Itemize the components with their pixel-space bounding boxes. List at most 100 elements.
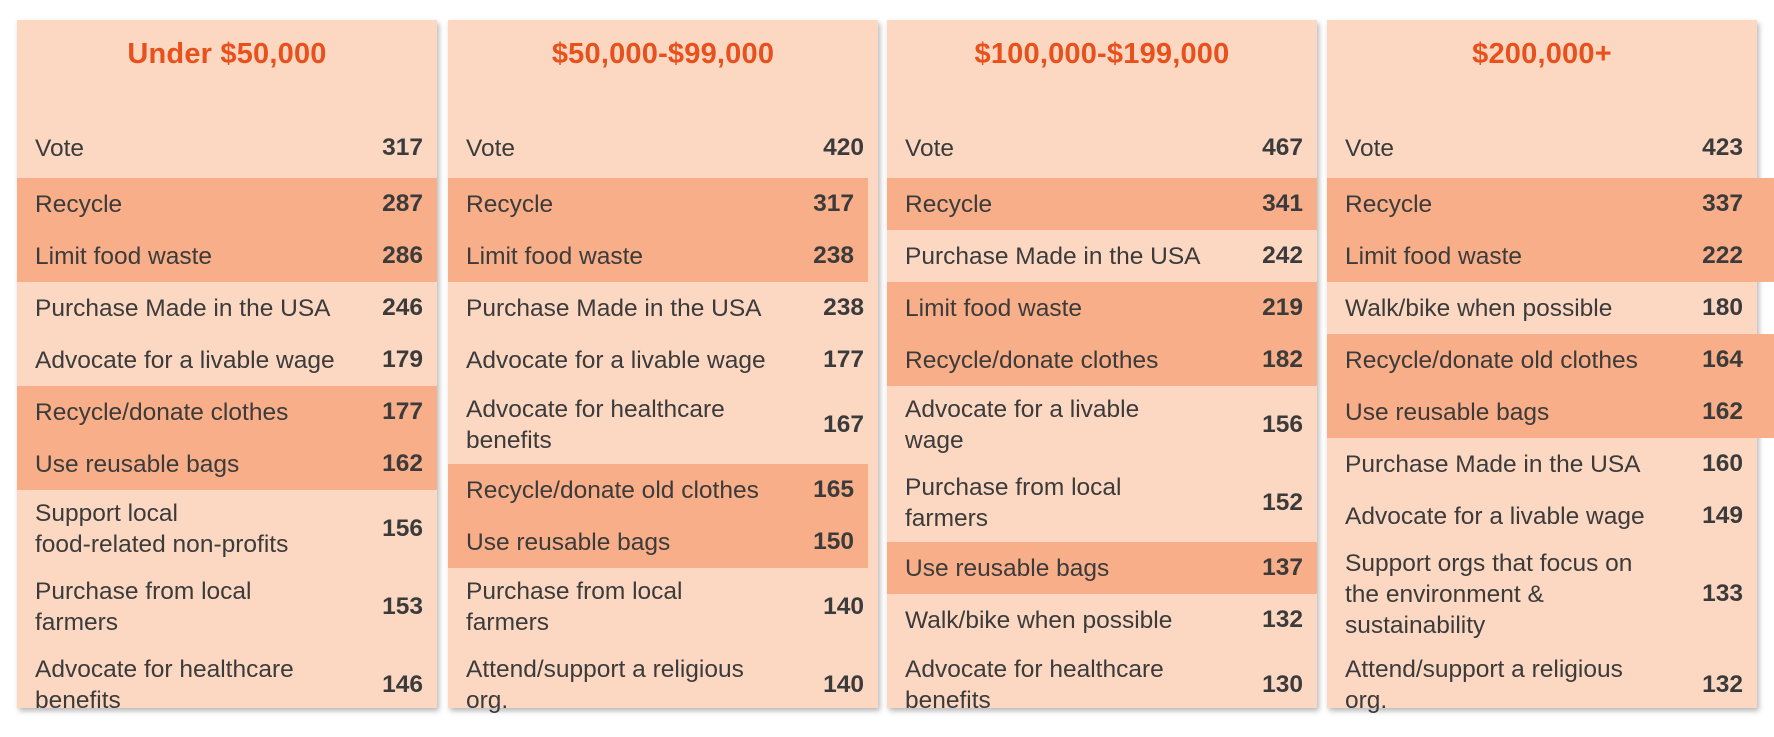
row-value: 156	[382, 515, 423, 542]
row-label: Limit food waste	[1345, 242, 1523, 270]
row-label: Recycle	[1345, 190, 1433, 218]
row-value: 179	[382, 346, 423, 373]
row-label: Use reusable bags	[35, 450, 240, 478]
row-value: 286	[382, 242, 423, 269]
table-row: Use reusable bags 137	[887, 542, 1317, 594]
row-label: Use reusable bags	[466, 528, 671, 556]
table-row: Recycle 337	[1327, 178, 1774, 230]
table-row: Attend/support a religious org. 132	[1327, 646, 1757, 724]
row-label: Support local food-related non-profits	[35, 500, 289, 558]
table-row: Advocate for a livable wage 156	[887, 386, 1317, 464]
row-value: 152	[1262, 489, 1303, 516]
table-row: Limit food waste 238	[448, 230, 868, 282]
income-panel-2: $50,000-$99,000 Vote 420 Recycle 317 Limit fo…	[448, 20, 878, 714]
row-label: Purchase from local farmers	[466, 578, 683, 636]
row-label: Recycle	[466, 190, 554, 218]
row-value: 341	[1262, 190, 1303, 217]
table-row: Advocate for healthcare benefits 146	[17, 646, 437, 724]
row-label: Walk/bike when possible	[905, 606, 1173, 634]
income-panel-4: $200,000+ Vote 423 Recycle 337 Limit food was…	[1327, 20, 1774, 714]
row-value: 420	[823, 134, 864, 161]
table-row: Recycle 341	[887, 178, 1317, 230]
row-value: 317	[813, 190, 854, 217]
row-label: Limit food waste	[905, 294, 1083, 322]
panel-title: $50,000-$99,000	[551, 38, 775, 70]
table-row: Recycle/donate old clothes 164	[1327, 334, 1774, 386]
row-label: Advocate for healthcare benefits	[466, 396, 725, 454]
row-label: Advocate for healthcare benefits	[35, 656, 294, 714]
table-row: Advocate for healthcare benefits 130	[887, 646, 1317, 724]
table-row: Purchase Made in the USA 238	[448, 282, 878, 334]
row-label: Use reusable bags	[905, 554, 1110, 582]
row-value: 162	[382, 450, 423, 477]
table-row: Recycle 287	[17, 178, 437, 230]
row-value: 132	[1262, 606, 1303, 633]
table-row: Advocate for a livable wage 177	[448, 334, 878, 386]
row-value: 160	[1702, 450, 1743, 477]
table-row: Support local food-related non-profits 15…	[17, 490, 437, 568]
row-value: 467	[1262, 134, 1303, 161]
row-label: Attend/support a religious org.	[1345, 656, 1623, 714]
row-value: 130	[1262, 671, 1303, 698]
table-row: Use reusable bags 150	[448, 516, 868, 568]
row-value: 177	[823, 346, 864, 373]
row-value: 150	[813, 528, 854, 555]
table-row: Use reusable bags 162	[17, 438, 437, 490]
row-value: 180	[1702, 294, 1743, 321]
table-row: Advocate for healthcare benefits 167	[448, 386, 878, 464]
table-row: Vote 420	[448, 118, 878, 178]
table-row: Purchase from local farmers 152	[887, 464, 1317, 542]
row-value: 219	[1262, 294, 1303, 321]
row-label: Recycle/donate clothes	[905, 346, 1159, 374]
row-value: 177	[382, 398, 423, 425]
row-value: 337	[1702, 190, 1743, 217]
row-label: Recycle	[35, 190, 123, 218]
table-row: Purchase Made in the USA 242	[887, 230, 1317, 282]
row-label: Purchase Made in the USA	[1345, 450, 1641, 478]
income-panel-1: Under $50,000 Vote 317 Recycle 287 Limit food…	[17, 20, 437, 714]
table-row: Vote 423	[1327, 118, 1757, 178]
table-row: Recycle/donate clothes 182	[887, 334, 1317, 386]
row-label: Vote	[1345, 134, 1395, 162]
row-value: 222	[1702, 242, 1743, 269]
table-row: Walk/bike when possible 132	[887, 594, 1317, 646]
row-value: 140	[823, 593, 864, 620]
row-value: 153	[382, 593, 423, 620]
row-label: Purchase Made in the USA	[905, 242, 1201, 270]
table-row: Walk/bike when possible 180	[1327, 282, 1757, 334]
row-label: Limit food waste	[466, 242, 644, 270]
row-label: Support orgs that focus on the environme…	[1345, 549, 1633, 639]
row-label: Attend/support a religious org.	[466, 656, 744, 714]
table-row: Recycle/donate old clothes 165	[448, 464, 868, 516]
row-value: 146	[382, 671, 423, 698]
row-value: 167	[823, 411, 864, 438]
row-label: Recycle/donate old clothes	[466, 476, 759, 504]
table-row: Advocate for a livable wage 149	[1327, 490, 1757, 542]
row-label: Walk/bike when possible	[1345, 294, 1613, 322]
row-label: Vote	[35, 134, 85, 162]
table-row: Limit food waste 219	[887, 282, 1317, 334]
row-value: 132	[1702, 671, 1743, 698]
row-label: Limit food waste	[35, 242, 213, 270]
row-label: Advocate for a livable wage	[905, 396, 1140, 454]
row-label: Recycle/donate clothes	[35, 398, 289, 426]
row-value: 149	[1702, 502, 1743, 529]
table-row: Recycle 317	[448, 178, 868, 230]
row-label: Advocate for a livable wage	[1345, 502, 1645, 530]
table-row: Recycle/donate clothes 177	[17, 386, 437, 438]
table-row: Limit food waste 222	[1327, 230, 1774, 282]
table-row: Limit food waste 286	[17, 230, 437, 282]
row-label: Recycle	[905, 190, 993, 218]
row-label: Vote	[466, 134, 516, 162]
row-value: 165	[813, 476, 854, 503]
table-row: Support orgs that focus on the environme…	[1327, 542, 1757, 646]
panel-title: Under $50,000	[127, 38, 327, 70]
row-label: Purchase Made in the USA	[35, 294, 331, 322]
row-value: 140	[823, 671, 864, 698]
table-row: Purchase from local farmers 153	[17, 568, 437, 646]
row-label: Purchase from local farmers	[905, 474, 1122, 532]
table-row: Attend/support a religious org. 140	[448, 646, 878, 724]
income-panel-3: $100,000-$199,000 Vote 467 Recycle 341 Purcha…	[887, 20, 1317, 714]
table-row: Advocate for a livable wage 179	[17, 334, 437, 386]
row-value: 287	[382, 190, 423, 217]
